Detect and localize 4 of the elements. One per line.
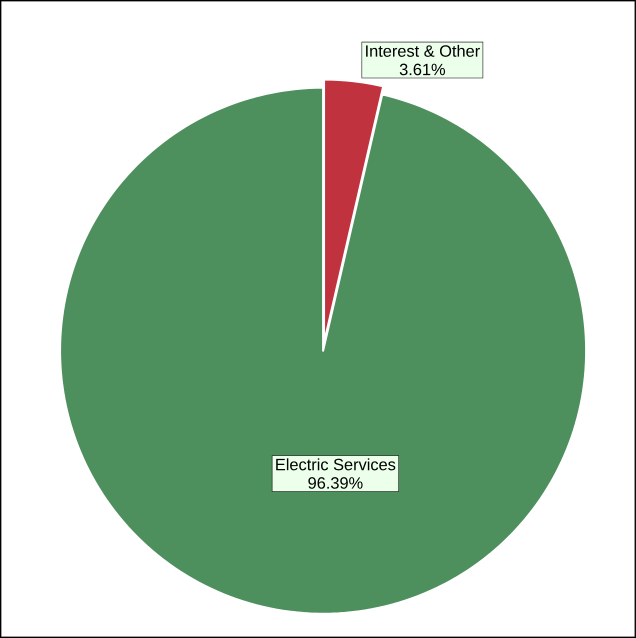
slice-label: Electric Services	[276, 458, 396, 470]
data-label: 96.39%	[308, 477, 363, 489]
slice-label: Interest & Other	[366, 44, 480, 57]
data-label: 3.61%	[400, 64, 446, 76]
